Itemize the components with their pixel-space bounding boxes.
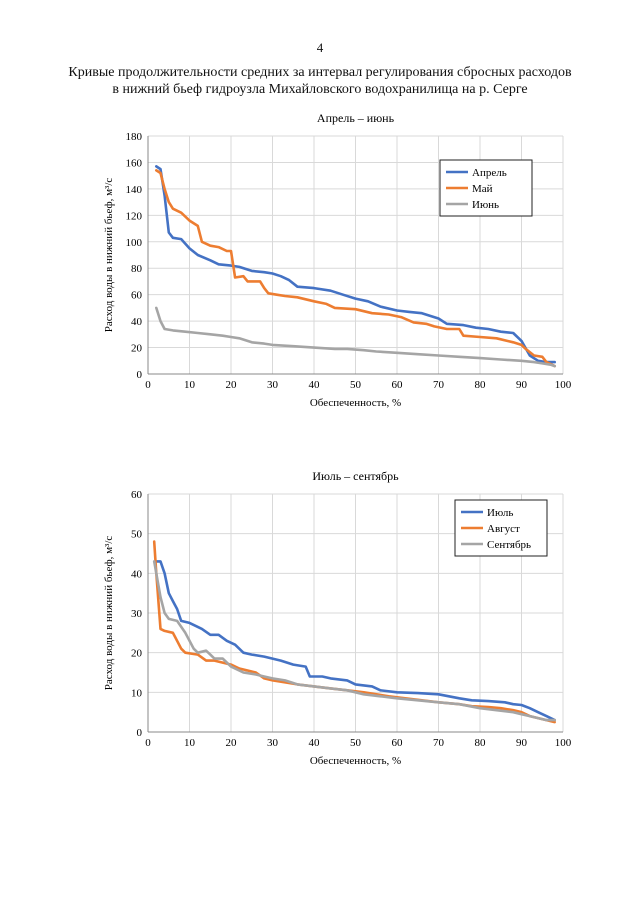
x-tick-label: 80 <box>475 737 487 749</box>
title-line-1: Кривые продолжительности средних за инте… <box>68 65 572 80</box>
x-tick-label: 100 <box>555 737 572 749</box>
y-tick-label: 50 <box>131 529 143 541</box>
page-number: 4 <box>316 40 324 55</box>
y-tick-label: 0 <box>137 369 143 381</box>
x-tick-label: 10 <box>184 379 196 391</box>
x-axis-label: Обеспеченность, % <box>310 755 401 767</box>
y-tick-label: 120 <box>126 210 143 222</box>
x-tick-label: 100 <box>555 379 572 391</box>
y-tick-label: 20 <box>131 343 143 355</box>
y-tick-label: 0 <box>137 727 143 739</box>
series-line-3 <box>152 560 556 722</box>
legend-label: Июнь <box>472 199 499 211</box>
y-tick-label: 100 <box>126 237 143 249</box>
x-axis-label: Обеспеченность, % <box>310 397 401 409</box>
series-line-1 <box>155 165 556 364</box>
y-tick-label: 40 <box>131 316 143 328</box>
x-tick-label: 20 <box>226 379 238 391</box>
y-axis-label: Расход воды в нижний бьеф, м³/с <box>103 178 115 333</box>
legend-label: Август <box>487 523 520 535</box>
document-title: Кривые продолжительности средних за инте… <box>40 64 600 98</box>
y-tick-label: 160 <box>126 157 143 169</box>
y-tick-label: 60 <box>131 290 143 302</box>
x-tick-label: 90 <box>516 737 528 749</box>
y-axis-label: Расход воды в нижний бьеф, м³/с <box>103 536 115 691</box>
x-tick-label: 90 <box>516 379 528 391</box>
y-tick-label: 80 <box>131 263 143 275</box>
y-tick-label: 30 <box>131 608 143 620</box>
x-tick-label: 10 <box>184 737 196 749</box>
series-line-1 <box>155 560 556 722</box>
x-tick-label: 70 <box>433 737 445 749</box>
x-tick-label: 40 <box>309 737 321 749</box>
legend-label: Июль <box>487 507 513 519</box>
y-tick-label: 10 <box>131 687 143 699</box>
y-tick-label: 140 <box>126 184 143 196</box>
x-tick-label: 80 <box>475 379 487 391</box>
y-tick-label: 60 <box>131 489 143 501</box>
chart-title: Апрель – июнь <box>317 111 395 125</box>
series-line-2 <box>155 169 556 368</box>
legend-label: Апрель <box>472 167 507 179</box>
x-tick-label: 20 <box>226 737 238 749</box>
title-line-2: в нижний бьеф гидроузла Михайловского во… <box>112 82 528 97</box>
series-line-2 <box>152 540 556 724</box>
chart-title: Июль – сентябрь <box>312 469 399 483</box>
y-tick-label: 180 <box>126 131 143 143</box>
x-tick-label: 0 <box>145 379 151 391</box>
x-tick-label: 50 <box>350 737 362 749</box>
legend: Апрель Май Июнь <box>439 159 533 217</box>
x-tick-label: 30 <box>267 379 279 391</box>
chart-april-june: Апрель – июнь 0 10 20 30 40 50 60 70 80 90 100 0 20 40… <box>103 111 572 409</box>
x-tick-label: 0 <box>145 737 151 749</box>
x-tick-label: 70 <box>433 379 445 391</box>
x-tick-label: 30 <box>267 737 279 749</box>
legend-label: Май <box>472 183 493 195</box>
legend-label: Сентябрь <box>487 539 531 551</box>
series-line-3 <box>155 306 556 368</box>
chart-july-september: Июль – сентябрь 0 10 20 30 40 50 60 70 80 90 100 0 10… <box>103 469 572 767</box>
y-tick-label: 40 <box>131 568 143 580</box>
x-tick-label: 50 <box>350 379 362 391</box>
x-tick-label: 40 <box>309 379 321 391</box>
x-tick-label: 60 <box>392 737 404 749</box>
x-tick-label: 60 <box>392 379 404 391</box>
y-tick-label: 20 <box>131 648 143 660</box>
legend: Июль Август Сентябрь <box>454 499 548 557</box>
